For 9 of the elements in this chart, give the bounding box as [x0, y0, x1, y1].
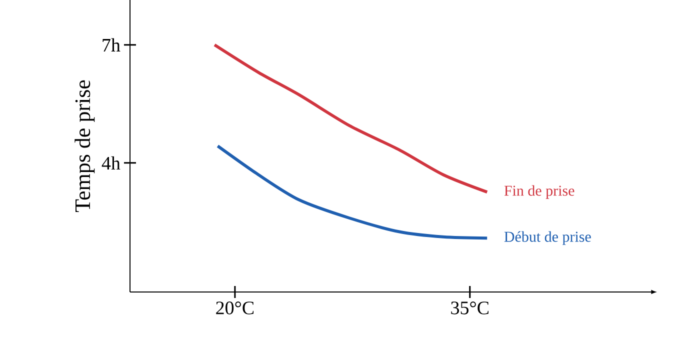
series-label: Fin de prise: [504, 185, 574, 199]
line-series: [216, 144, 489, 240]
y-tick-label: 7h: [102, 38, 120, 52]
series-label: Début de prise: [504, 231, 591, 245]
y-axis-title: Temps de prise: [74, 80, 95, 212]
line-series: [213, 43, 489, 194]
x-tick-label: 20°C: [216, 302, 254, 314]
y-tick-label: 4h: [102, 156, 120, 170]
x-tick-label: 35°C: [451, 302, 488, 314]
